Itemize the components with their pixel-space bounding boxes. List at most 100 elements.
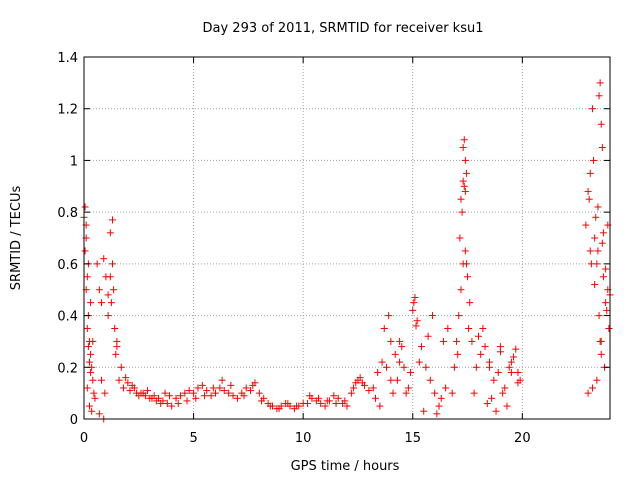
data-point [481,343,489,351]
data-point [596,79,604,87]
data-point [122,374,130,382]
data-point [431,389,439,397]
data-point [457,195,465,203]
data-point [584,389,592,397]
data-point [247,387,255,395]
data-point [415,358,423,366]
data-point [176,392,184,400]
data-point [461,187,469,195]
data-point [315,394,323,402]
data-point [216,384,224,392]
data-point [597,350,605,358]
data-point [117,363,125,371]
data-point [111,325,119,332]
data-point [209,384,217,392]
data-point [124,379,132,387]
data-point [514,379,522,387]
data-point [358,379,366,387]
data-point [385,312,393,320]
data-point [593,376,601,384]
data-point [594,203,602,211]
data-point [185,387,193,395]
data-point [152,397,160,405]
data-point [330,392,338,400]
data-point [115,376,123,384]
data-point [450,363,458,371]
x-tick-label: 15 [404,431,421,446]
data-point [591,234,599,242]
y-tick-label: 0.4 [57,310,78,325]
data-point [507,368,515,376]
data-point [332,399,340,407]
data-point [93,260,101,268]
data-point [599,273,607,281]
data-point [488,394,496,402]
data-point [89,337,97,345]
data-point [321,402,329,410]
y-axis-label: SRMTID / TECUs [9,186,24,291]
data-point [163,399,171,407]
data-point [144,387,152,395]
data-point [83,384,91,392]
data-point [212,389,219,397]
data-point [470,389,478,397]
data-point [459,144,467,151]
data-point [439,337,447,345]
y-tick-label: 0.6 [57,258,78,273]
data-point [104,291,112,299]
data-point [404,384,412,392]
data-point [602,265,610,273]
data-point [81,203,89,211]
data-point [87,299,95,307]
data-point [83,273,91,281]
data-point [411,293,419,301]
data-point [168,402,176,410]
data-point [595,92,603,100]
data-point [371,394,379,402]
data-point [435,402,443,410]
data-point [255,389,263,397]
data-point [229,392,237,400]
data-point [354,376,362,384]
x-tick-label: 10 [295,431,312,446]
data-point [220,387,228,395]
data-point [410,299,418,307]
data-point [596,337,604,345]
data-point [483,399,491,407]
data-point [454,350,462,358]
data-point [448,389,456,397]
data-point [597,120,605,128]
data-point [389,389,397,397]
data-point [422,363,430,371]
data-point [598,144,606,151]
data-point [420,407,428,415]
data-point [104,312,112,320]
data-point [466,299,474,307]
data-point [505,363,513,371]
y-tick-label: 0.8 [57,206,78,221]
data-point [89,376,97,384]
data-point [398,343,406,351]
data-point [428,312,436,320]
y-axis-ticks: 0 0.2 0.4 0.6 0.8 1 1.2 1.4 [57,51,610,428]
data-point [459,177,467,185]
data-point [266,402,274,410]
chart-title: Day 293 of 2011, SRMTID for receiver ksu… [203,21,484,36]
data-point [95,286,103,294]
data-point [457,286,465,294]
data-point [465,325,473,332]
data-point [453,337,461,345]
data-point [101,389,109,397]
data-point [242,384,250,392]
data-point [275,405,283,413]
y-tick-label: 1.4 [57,51,78,66]
data-point [198,381,206,389]
y-tick-label: 1 [70,154,78,169]
data-point [225,389,233,397]
data-point [402,389,410,397]
data-point [126,387,134,395]
data-point [507,358,515,366]
data-point [284,399,292,407]
data-point [190,389,198,397]
